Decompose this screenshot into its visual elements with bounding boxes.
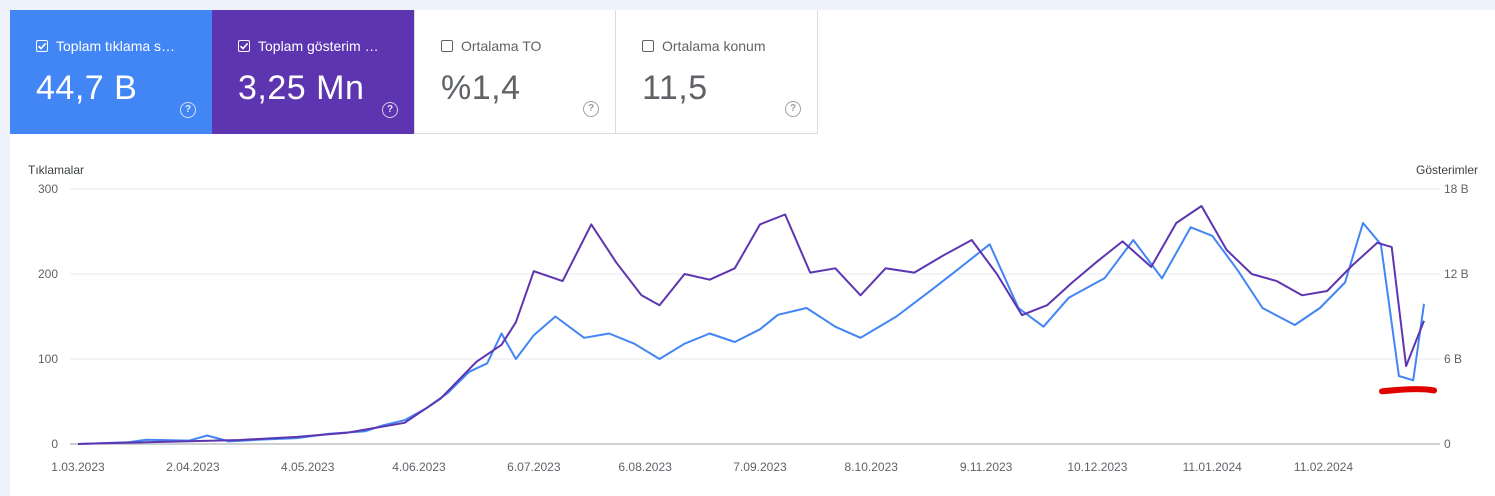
x-tick-label: 6.08.2023 bbox=[618, 460, 672, 474]
x-tick-label: 9.11.2023 bbox=[960, 460, 1013, 474]
metric-toggle: Ortalama konum bbox=[642, 37, 817, 55]
x-tick-label: 2.04.2023 bbox=[166, 460, 220, 474]
metric-cards: Toplam tıklama sayısı 44,7 B ? Toplam gö… bbox=[10, 10, 818, 134]
metric-toggle: Toplam tıklama sayısı bbox=[36, 37, 212, 55]
metric-value: %1,4 bbox=[441, 69, 521, 107]
metric-value: 3,25 Mn bbox=[238, 69, 365, 107]
right-tick-label: 0 bbox=[1444, 437, 1451, 451]
checkbox-checked-icon[interactable] bbox=[36, 40, 48, 52]
x-tick-label: 11.01.2024 bbox=[1183, 460, 1242, 474]
right-tick-label: 12 B bbox=[1444, 267, 1469, 281]
left-tick-label: 200 bbox=[38, 267, 58, 281]
x-tick-label: 4.05.2023 bbox=[281, 460, 335, 474]
x-tick-label: 11.02.2024 bbox=[1294, 460, 1353, 474]
x-tick-label: 4.06.2023 bbox=[392, 460, 446, 474]
metric-toggle: Toplam gösterim sayısı bbox=[238, 37, 414, 55]
help-icon[interactable]: ? bbox=[382, 102, 398, 118]
help-icon[interactable]: ? bbox=[785, 101, 801, 117]
right-tick-label: 6 B bbox=[1444, 352, 1462, 366]
clicks-series-line bbox=[77, 222, 1425, 445]
metric-card-ctr[interactable]: Ortalama TO %1,4 ? bbox=[414, 10, 616, 134]
metric-toggle: Ortalama TO bbox=[441, 37, 615, 55]
checkbox-unchecked-icon[interactable] bbox=[441, 40, 453, 52]
left-tick-label: 0 bbox=[51, 437, 58, 451]
checkbox-checked-icon[interactable] bbox=[238, 40, 250, 52]
metric-value: 44,7 B bbox=[36, 69, 138, 107]
left-tick-label: 100 bbox=[38, 352, 58, 366]
x-tick-label: 1.03.2023 bbox=[51, 460, 105, 474]
x-tick-label: 7.09.2023 bbox=[733, 460, 787, 474]
metric-card-clicks[interactable]: Toplam tıklama sayısı 44,7 B ? bbox=[10, 10, 212, 134]
left-tick-label: 300 bbox=[38, 182, 58, 196]
right-tick-label: 18 B bbox=[1444, 182, 1469, 196]
metric-value: 11,5 bbox=[642, 69, 708, 107]
help-icon[interactable]: ? bbox=[583, 101, 599, 117]
checkbox-unchecked-icon[interactable] bbox=[642, 40, 654, 52]
x-tick-label: 6.07.2023 bbox=[507, 460, 561, 474]
x-tick-label: 10.12.2023 bbox=[1067, 460, 1127, 474]
left-axis-title: Tıklamalar bbox=[28, 163, 85, 177]
help-icon[interactable]: ? bbox=[180, 102, 196, 118]
right-axis-title: Gösterimler bbox=[1415, 163, 1478, 177]
red-annotation-stroke bbox=[1379, 386, 1438, 395]
metric-card-impressions[interactable]: Toplam gösterim sayısı 3,25 Mn ? bbox=[212, 10, 414, 134]
impressions-series-line bbox=[77, 205, 1425, 445]
x-tick-label: 8.10.2023 bbox=[845, 460, 899, 474]
metric-card-position[interactable]: Ortalama konum 11,5 ? bbox=[616, 10, 818, 134]
